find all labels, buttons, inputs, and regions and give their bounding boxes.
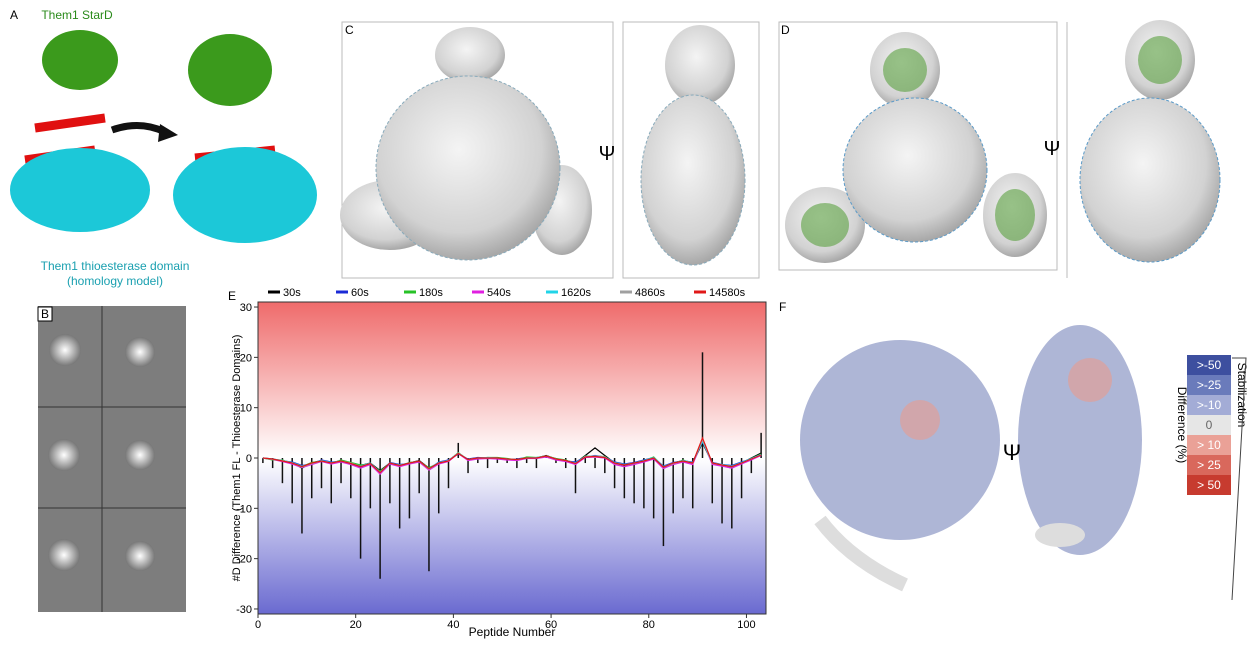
- panel-label: D: [781, 23, 790, 37]
- thioesterase-label: Them1 thioesterase domain: [41, 259, 190, 273]
- x-tick-label: 80: [643, 619, 655, 631]
- legend-label: 4860s: [635, 287, 665, 299]
- legend-swatch: [1187, 375, 1231, 395]
- legend-label: > 10: [1197, 438, 1221, 452]
- legend-label: >-25: [1197, 378, 1222, 392]
- legend-label: 180s: [419, 287, 443, 299]
- legend-swatch: [1187, 355, 1231, 375]
- em-map: [340, 21, 760, 279]
- legend-title: Stabilization: [1235, 363, 1249, 428]
- legend-label: 1620s: [561, 287, 591, 299]
- y-tick-label: 10: [240, 403, 252, 415]
- label-box: [37, 306, 53, 322]
- chart: -30 -20 -10 0 10 20 30 0 20 40 60 80 100 30s 60s 180s 54…: [236, 287, 767, 631]
- y-tick-label: 20: [240, 352, 252, 364]
- legend-swatch: [1187, 415, 1231, 435]
- series-line: [262, 436, 762, 474]
- x-tick-label: 100: [737, 619, 755, 631]
- panel-label: A: [10, 8, 18, 22]
- x-tick-label: 40: [447, 619, 459, 631]
- class-averages: [38, 306, 186, 612]
- legend-wedge: [1231, 357, 1247, 601]
- x-axis-label: Peptide Number: [469, 625, 556, 639]
- x-tick-label: 20: [350, 619, 362, 631]
- legend-swatch: [1187, 395, 1231, 415]
- x-tick-label: 0: [255, 619, 261, 631]
- legend-swatch: [1187, 475, 1231, 495]
- panel-label: F: [779, 300, 786, 314]
- protein-structure: [800, 325, 1142, 592]
- panel-label: E: [228, 289, 236, 303]
- rotation-symbol: Ψ: [1044, 138, 1061, 160]
- legend-label: 30s: [283, 287, 301, 299]
- y-tick-label: 30: [240, 302, 252, 314]
- y-axis-label: #D Difference (Them1 FL - Thioesterase D…: [231, 335, 243, 582]
- legend-label: 60s: [351, 287, 369, 299]
- legend-swatch: [1187, 435, 1231, 455]
- thioesterase-label: (homology model): [67, 274, 163, 288]
- rotation-symbol: Ψ: [1003, 440, 1021, 465]
- em-map: [778, 20, 1221, 278]
- legend-label: >-50: [1197, 358, 1222, 372]
- y-tick-label: 0: [246, 453, 252, 465]
- color-legend: >-50 >-25 >-10 0 > 10 > 25 > 50: [1187, 355, 1231, 495]
- y-tick-label: -20: [236, 554, 252, 566]
- legend-label: 540s: [487, 287, 511, 299]
- x-tick-label: 60: [545, 619, 557, 631]
- panel-label: C: [345, 23, 354, 37]
- y-tick-label: -10: [236, 503, 252, 515]
- legend-axis-label: Difference (%): [1175, 387, 1189, 463]
- series-line: [262, 438, 762, 475]
- legend-label: > 50: [1197, 478, 1221, 492]
- plot-background: [258, 302, 766, 614]
- legend-label: > 25: [1197, 458, 1221, 472]
- rotation-symbol: Ψ: [599, 143, 616, 165]
- legend-label: >-10: [1197, 398, 1222, 412]
- protein-structure: [10, 30, 317, 243]
- y-tick-label: -30: [236, 604, 252, 616]
- stard-label: Them1 StarD: [41, 8, 113, 22]
- legend-label: 0: [1206, 418, 1213, 432]
- legend-swatch: [1187, 455, 1231, 475]
- panel-label: B: [41, 307, 49, 321]
- legend-label: 14580s: [709, 287, 746, 299]
